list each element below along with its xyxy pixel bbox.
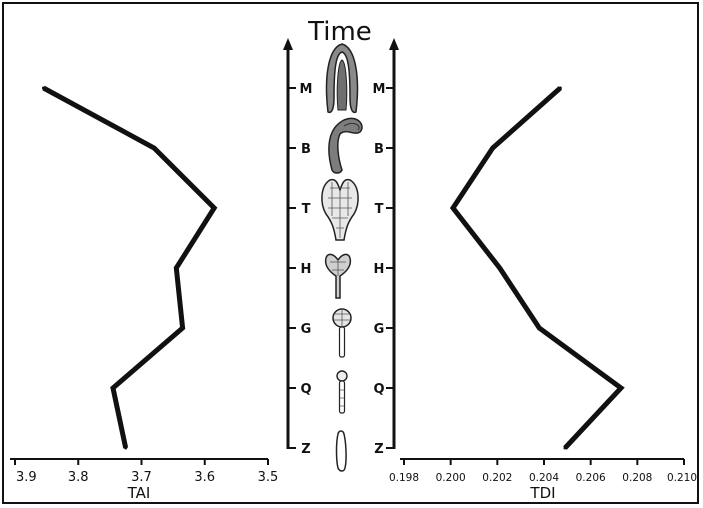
left-time-axis <box>283 38 293 449</box>
tdi-tick-label: 0.200 <box>436 472 466 484</box>
right-stage-label: H <box>374 262 385 277</box>
quadrant-icon <box>336 370 348 414</box>
tdi-point <box>619 386 623 390</box>
tai-point <box>111 386 115 390</box>
mature-embryo-icon <box>325 43 359 114</box>
left-stage-label: T <box>302 202 311 217</box>
tai-tick-label: 3.6 <box>194 470 215 485</box>
tai-tick-label: 3.7 <box>131 470 152 485</box>
tdi-ticks: 0.198 0.200 0.202 0.204 0.206 0.208 0.210 <box>389 459 697 484</box>
tai-tick-label: 3.9 <box>16 470 37 485</box>
tai-ticks: 3.9 3.8 3.7 3.6 3.5 <box>14 459 279 485</box>
torpedo-icon <box>321 178 359 241</box>
tdi-tick-label: 0.208 <box>622 472 652 484</box>
tdi-point <box>451 206 455 210</box>
bent-cotyledon-icon <box>328 117 363 174</box>
tdi-series-line <box>449 86 625 450</box>
left-stage-label: Z <box>301 442 310 457</box>
right-stage-label: Z <box>374 442 383 457</box>
right-time-arrowhead <box>389 38 399 50</box>
right-time-axis <box>389 38 399 449</box>
right-stage-label: Q <box>373 382 384 397</box>
tdi-tick-label: 0.204 <box>529 472 559 484</box>
tai-axis-title: TAI <box>127 484 151 502</box>
tdi-point <box>558 86 562 90</box>
tai-tick-label: 3.5 <box>258 470 279 485</box>
tdi-point <box>491 146 495 150</box>
right-stage-label: M <box>373 82 386 97</box>
tdi-tick-label: 0.206 <box>576 472 606 484</box>
tdi-point <box>498 266 502 270</box>
tai-points <box>41 86 216 450</box>
tdi-point <box>537 326 541 330</box>
time-axis-title: Time <box>307 17 372 47</box>
left-stage-label: Q <box>300 382 311 397</box>
heart-icon <box>324 253 352 299</box>
globular-icon <box>332 308 352 358</box>
tai-point <box>181 326 185 330</box>
tdi-tick-label: 0.202 <box>482 472 512 484</box>
right-stage-label: B <box>374 142 384 157</box>
tai-point <box>41 86 45 90</box>
tdi-tick-label: 0.198 <box>389 472 419 484</box>
tdi-point <box>563 446 567 450</box>
left-stage-label: H <box>301 262 312 277</box>
tdi-points <box>451 86 623 450</box>
left-stage-label: G <box>301 322 312 337</box>
left-stage-label: M <box>300 82 313 97</box>
tai-point <box>212 206 216 210</box>
tdi-tick-label: 0.210 <box>667 472 697 484</box>
embryo-illustrations <box>321 43 363 472</box>
right-stage-label: G <box>374 322 385 337</box>
left-time-arrowhead <box>283 38 293 50</box>
right-stage-label: T <box>375 202 384 217</box>
tai-point <box>152 146 156 150</box>
tai-tick-label: 3.8 <box>68 470 89 485</box>
tai-series-line <box>42 85 218 449</box>
stage-ticks: Z Z Q Q G G H H T T B B M M <box>288 82 394 457</box>
tai-point <box>174 266 178 270</box>
zygote-icon <box>335 430 347 472</box>
left-stage-label: B <box>301 142 311 157</box>
tdi-axis-title: TDI <box>529 484 555 502</box>
tai-point <box>124 446 128 450</box>
